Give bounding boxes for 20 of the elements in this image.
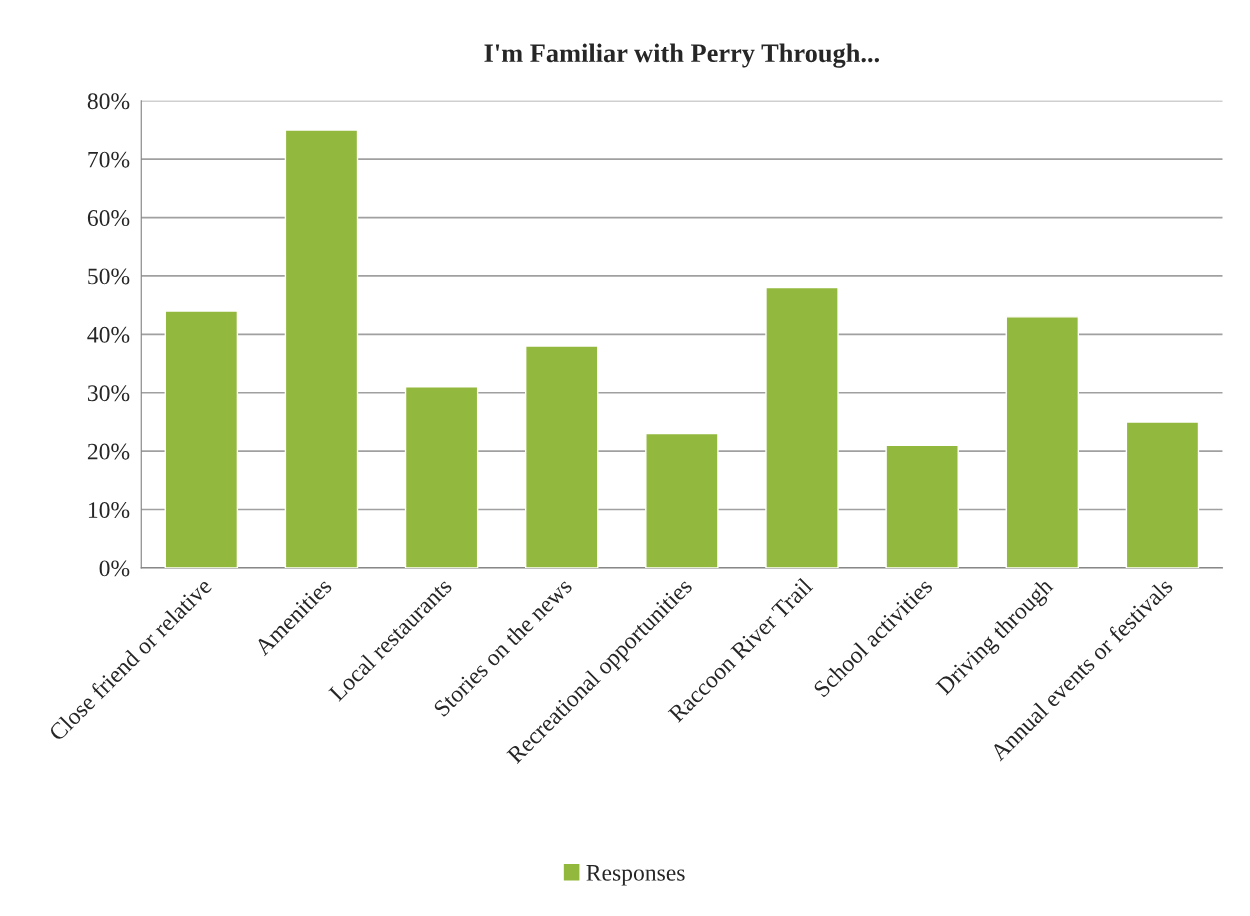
bar: [885, 444, 959, 568]
bar: [645, 432, 719, 568]
y-tick-label: 30%: [87, 385, 130, 402]
legend-label: Responses: [586, 865, 685, 886]
bar: [284, 129, 359, 568]
y-tick-label: 40%: [87, 326, 130, 343]
bar: [524, 345, 599, 568]
y-tick-label: 10%: [88, 502, 130, 519]
bar: [164, 310, 239, 568]
y-tick-label: 20%: [87, 443, 130, 460]
y-tick-label: 70%: [88, 151, 130, 168]
y-tick-label: 50%: [88, 268, 130, 285]
bar: [1125, 421, 1200, 568]
y-tick-label: 0%: [99, 560, 130, 577]
y-tick-label: 60%: [87, 210, 130, 227]
chart-title: I'm Familiar with Perry Through...: [484, 43, 880, 68]
bar: [1005, 316, 1080, 568]
y-tick-label: 80%: [87, 93, 130, 110]
bar: [765, 286, 839, 568]
bar: [404, 386, 479, 568]
